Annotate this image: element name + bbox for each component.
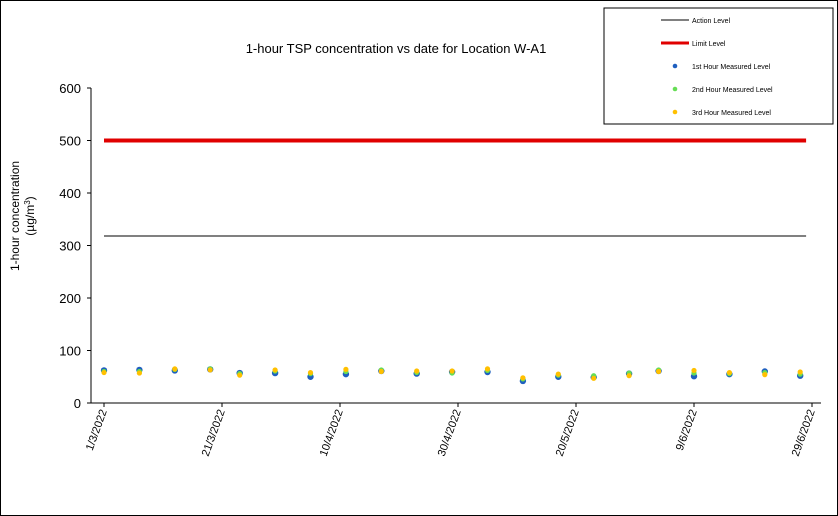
point-series-3: [656, 368, 662, 375]
axes: [90, 88, 821, 404]
legend-swatch: [672, 109, 678, 115]
y-tick-label: 0: [74, 396, 81, 411]
point-series-3: [591, 375, 597, 381]
legend-label: 1st Hour Measured Level: [692, 64, 771, 71]
legend-label: 3rd Hour Measured Level: [692, 110, 771, 117]
x-tick-label: 20/5/2022: [554, 408, 582, 458]
point-series-3: [172, 366, 178, 372]
point-series-3: [378, 368, 384, 375]
legend-label: Limit Level: [692, 41, 726, 48]
y-tick-label: 300: [59, 239, 81, 254]
point-series-3: [136, 370, 142, 376]
point-series-3: [272, 367, 278, 373]
y-tick-label: 500: [59, 134, 81, 149]
x-tick-label: 29/6/2022: [790, 408, 818, 458]
legend: Action Level Limit Level 1st Hour Measured…: [603, 7, 834, 125]
point-series-3: [626, 373, 632, 379]
y-tick-label: 600: [59, 81, 81, 96]
point-series-3: [691, 367, 697, 374]
y-ticks: 0 100 200 300 400 500 600: [59, 81, 91, 411]
y-axis-label-text: 1-hour concentration: [8, 161, 22, 271]
x-tick-label: 30/4/2022: [436, 408, 464, 458]
y-axis-unit-open: (µg/m: [23, 205, 37, 236]
point-series-3: [762, 372, 768, 378]
legend-label: Action Level: [692, 18, 731, 25]
x-tick-label: 9/6/2022: [674, 408, 700, 452]
point-series-3: [237, 372, 243, 378]
x-tick-label: 21/3/2022: [200, 408, 228, 458]
y-tick-label: 400: [59, 186, 81, 201]
point-series-3: [307, 369, 314, 376]
y-axis-unit-close: ): [23, 196, 37, 200]
y-axis-label: 1-hour concentration (µg/m3): [8, 161, 37, 271]
x-tick-label: 1/3/2022: [84, 408, 110, 452]
threshold-lines: [104, 138, 807, 237]
y-axis-unit-sup: 3: [23, 200, 32, 205]
legend-swatch: [672, 63, 678, 69]
y-tick-label: 100: [59, 344, 81, 359]
y-axis-unit: (µg/m3): [23, 196, 37, 235]
point-series-3: [520, 375, 526, 381]
x-tick-label: 10/4/2022: [318, 408, 346, 458]
point-series-3: [343, 366, 349, 372]
chart-title: 1-hour TSP concentration vs date for Loc…: [246, 41, 547, 56]
y-tick-label: 200: [59, 291, 81, 306]
point-series-3: [726, 369, 733, 376]
point-series-3: [449, 368, 455, 374]
point-series-3: [484, 366, 491, 372]
point-series-3: [207, 367, 213, 373]
legend-label: 2nd Hour Measured Level: [692, 87, 773, 94]
point-series-3: [797, 369, 803, 375]
legend-swatch: [672, 86, 678, 92]
point-series-3: [101, 369, 107, 376]
legend-box: [603, 7, 834, 125]
point-series-3: [414, 368, 420, 374]
data-points: [100, 366, 804, 385]
point-series-3: [555, 371, 561, 377]
x-ticks: 1/3/2022 21/3/2022 10/4/2022 30/4/2022 20/5/…: [84, 403, 818, 458]
